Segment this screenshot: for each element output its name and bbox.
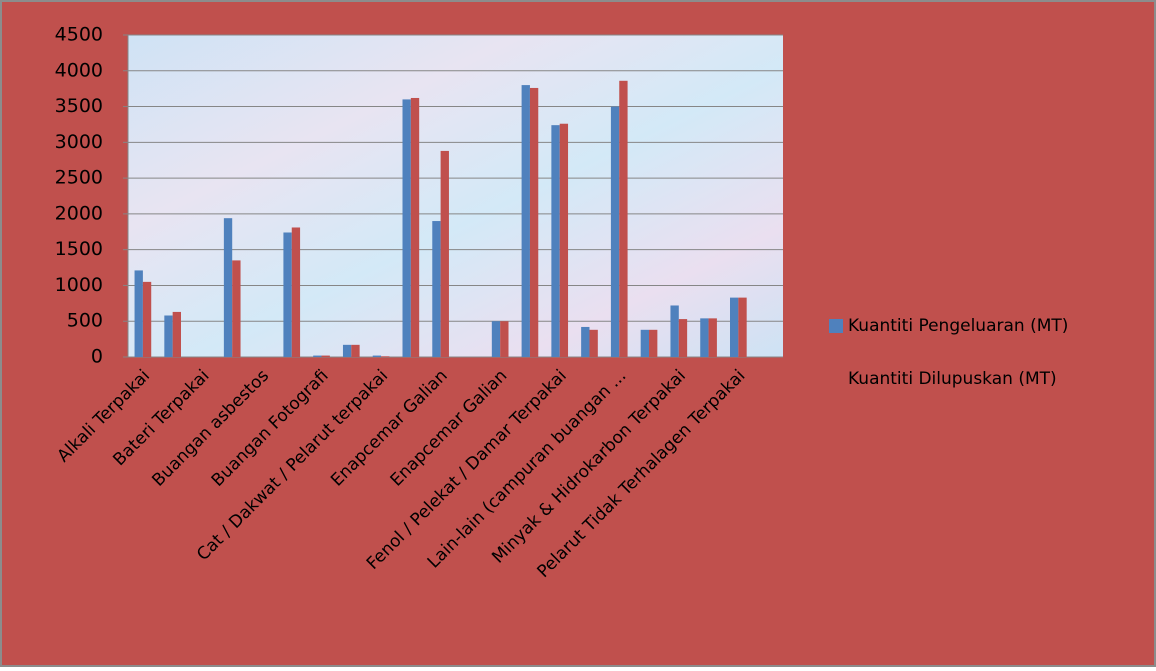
legend-label: Kuantiti Dilupuskan (MT) [848, 369, 1057, 389]
y-tick-label: 500 [67, 310, 103, 332]
y-tick-label: 3000 [55, 131, 103, 153]
bar [500, 321, 509, 357]
bar [551, 125, 560, 357]
bar [164, 315, 173, 357]
bar [589, 329, 598, 357]
bar [559, 123, 569, 358]
bar [440, 150, 449, 357]
y-tick-label: 1500 [55, 238, 103, 260]
bar [619, 80, 628, 357]
bar [700, 318, 709, 357]
bar [321, 355, 330, 357]
bar [142, 281, 152, 357]
bar [670, 305, 679, 357]
bar [381, 356, 390, 357]
bar [529, 87, 539, 357]
y-tick-label: 3500 [55, 95, 103, 117]
y-tick-label: 2000 [55, 202, 103, 224]
bar [372, 355, 382, 357]
legend-label: Kuantiti Pengeluaran (MT) [848, 316, 1068, 336]
y-tick-label: 1000 [55, 274, 103, 296]
bar [232, 260, 241, 357]
bar [134, 270, 143, 357]
bar [640, 329, 650, 357]
y-tick-label: 2500 [55, 167, 103, 189]
bar [730, 297, 739, 357]
bar [291, 227, 301, 357]
bar [313, 355, 322, 357]
y-tick-label: 4000 [55, 59, 103, 81]
bar [491, 321, 501, 357]
bar [649, 329, 658, 357]
bar [342, 344, 352, 357]
bar [223, 218, 233, 357]
bar [402, 99, 411, 358]
bar [581, 326, 590, 357]
bar [738, 297, 747, 357]
bar [432, 221, 441, 357]
bar [351, 344, 360, 357]
bar [521, 85, 530, 357]
bar [172, 311, 181, 357]
y-tick-label: 0 [91, 346, 103, 368]
y-tick-label: 4500 [55, 24, 103, 46]
bar [283, 232, 292, 357]
bar [708, 318, 717, 357]
legend-swatch [829, 372, 843, 386]
bar [610, 106, 620, 357]
bar [410, 97, 420, 358]
bar [678, 319, 688, 357]
legend-swatch [829, 319, 843, 333]
